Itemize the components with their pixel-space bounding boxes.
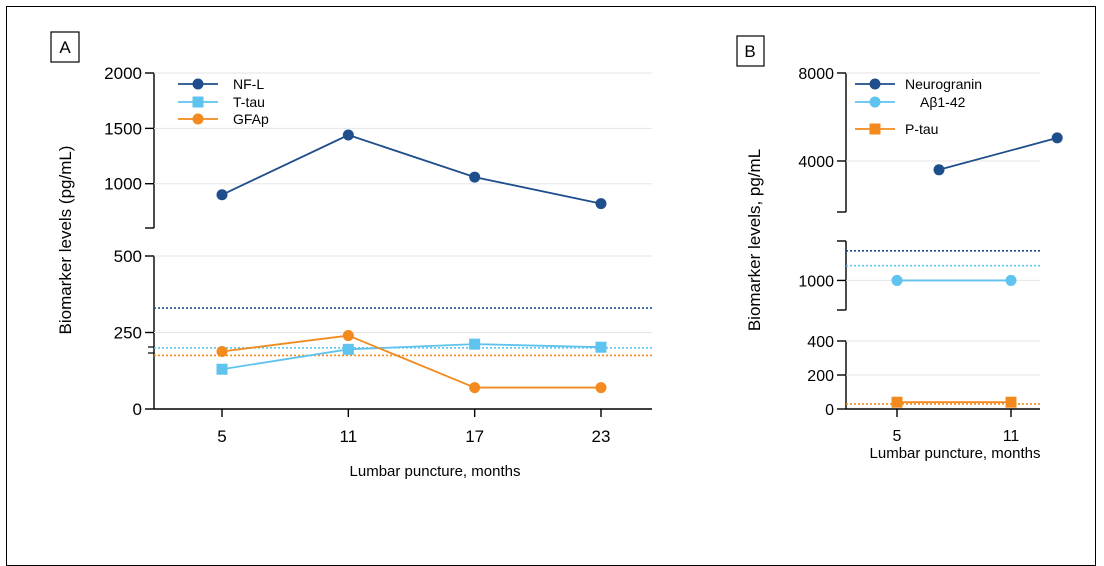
panel-a-series-line-nf-l (221, 134, 602, 205)
panel-b-upper-y-tick-label: 4000 (798, 154, 834, 171)
panel-a-x-tick-label: 17 (465, 427, 484, 446)
panel-b-label-box (736, 35, 765, 67)
panel-a-data-point (595, 198, 607, 210)
panel-b-data-point (891, 274, 903, 286)
panel-a-legend-label: T-tau (233, 94, 265, 110)
panel-a-data-point (469, 338, 481, 350)
panel-a-x-tick-label: 5 (217, 427, 226, 446)
panel-a-data-point (216, 363, 228, 375)
panel-a-x-tick-label: 11 (340, 427, 358, 446)
panel-b-plot: 4000 8000 1000 0 200 400 5 11 Neurogranin Aβ1-42 P… (798, 66, 1063, 445)
panel-a-legend-swatch-marker (192, 78, 204, 90)
panel-a-legend-label: NF-L (233, 76, 264, 92)
panel-b-upper-y-tick-label: 8000 (798, 66, 834, 83)
panel-a-x-tick-label: 23 (592, 427, 611, 446)
panel-b-lower-y-tick-label: 400 (807, 334, 834, 351)
panel-b-legend-label: Neurogranin (905, 76, 982, 92)
panel-a-upper-y-tick-label: 1000 (104, 175, 142, 194)
panel-b-label: B (744, 42, 755, 61)
panel-b-series-line-neurogranin (938, 137, 1058, 171)
panel-a-legend-swatch-marker (192, 113, 204, 125)
panel-a-data-point (216, 189, 228, 201)
panel-a-data-point (595, 341, 607, 353)
panel-b-data-point (891, 396, 903, 408)
panel-a-y-axis-title: Biomarker levels (pg/mL) (56, 146, 75, 335)
panel-b-legend-swatch-marker (869, 96, 881, 108)
panel-a-lower-y-tick-label: 250 (114, 324, 142, 343)
panel-b-legend-swatch-marker (869, 123, 881, 135)
panel-b-data-point (1051, 132, 1063, 144)
panel-a-upper-y-tick-label: 2000 (104, 64, 142, 83)
panel-b-x-axis-title: Lumbar puncture, months (870, 445, 1041, 462)
panel-b-legend-swatch-marker (869, 78, 881, 90)
panel-a-data-point (342, 343, 354, 355)
panel-b-middle-y-tick-label: 1000 (798, 273, 834, 290)
panel-a-lower-y-tick-label: 0 (133, 400, 142, 419)
panel-b-x-tick-label: 5 (893, 428, 902, 445)
panel-a-upper-y-tick-label: 1500 (104, 119, 142, 138)
panel-a-legend-label: GFAp (233, 111, 269, 127)
panel-a-data-point (595, 382, 607, 394)
figure-canvas: A Lumbar puncture, months Biomarker leve… (50, 31, 1063, 480)
panel-b-legend-label: Aβ1-42 (920, 94, 966, 110)
panel-a-x-axis-title: Lumbar puncture, months (350, 463, 521, 480)
panel-b-data-point (1005, 274, 1017, 286)
panel-a-label-box (50, 31, 80, 63)
panel-a-lower-y-tick-label: 500 (114, 247, 142, 266)
panel-b-lower-y-tick-label: 0 (825, 402, 834, 419)
panel-a-legend-swatch-marker (192, 96, 204, 108)
panel-b-legend-label: P-tau (905, 121, 938, 137)
panel-b-y-axis-title: Biomarker levels, pg/mL (745, 149, 764, 331)
panel-a-data-point (216, 345, 228, 357)
panel-a-data-point (342, 330, 354, 342)
panel-a-data-point (469, 171, 481, 183)
panel-a-label: A (59, 38, 71, 57)
panel-a-data-point (469, 382, 481, 394)
panel-b-data-point (1005, 396, 1017, 408)
panel-b: B Lumbar puncture, months Biomarker leve… (736, 35, 1063, 462)
panel-b-data-point (933, 164, 945, 176)
panel-a: A Lumbar puncture, months Biomarker leve… (50, 31, 652, 480)
panel-a-series-line-gfap (221, 334, 601, 389)
panel-a-data-point (342, 129, 354, 141)
panel-a-series-line-t-tau (221, 343, 602, 371)
panel-b-x-tick-label: 11 (1003, 428, 1020, 445)
panel-b-lower-y-tick-label: 200 (807, 368, 834, 385)
